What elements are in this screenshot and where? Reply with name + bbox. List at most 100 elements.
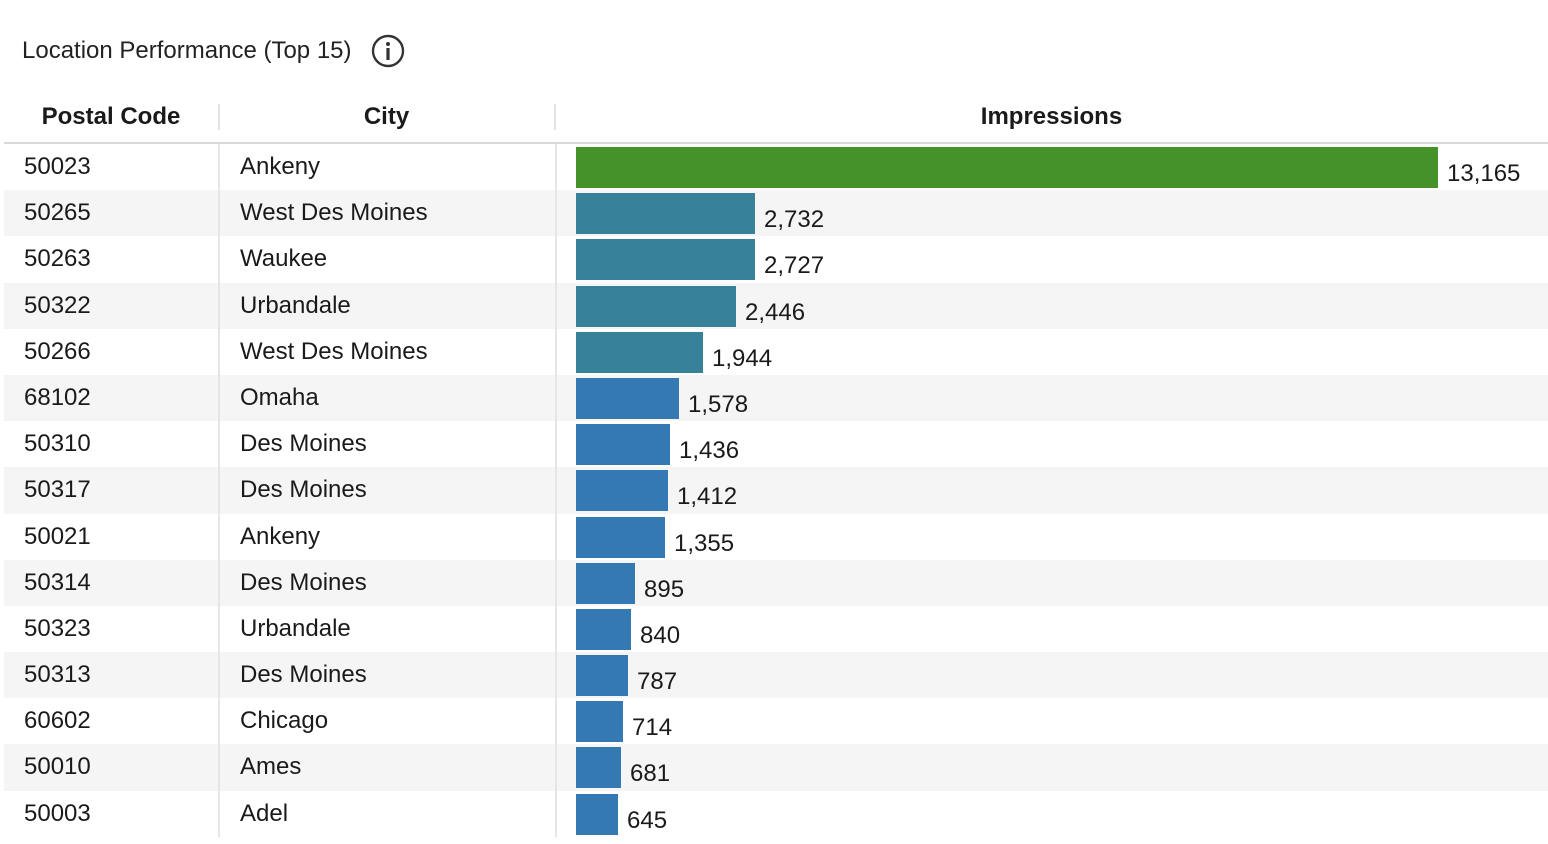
cell-divider — [555, 559, 557, 606]
table-row[interactable]: 50323 Urbandale 840 — [4, 605, 1548, 653]
cell-divider — [555, 605, 557, 653]
impressions-bar[interactable] — [576, 793, 618, 835]
impressions-value-label: 895 — [644, 575, 685, 603]
table-row[interactable]: 50263 Waukee 2,727 — [4, 236, 1548, 283]
table-row[interactable]: 50322 Urbandale 2,446 — [4, 282, 1548, 329]
impressions-value-label: 1,944 — [712, 344, 773, 372]
table-row[interactable]: 50023 Ankeny 13,165 — [4, 144, 1548, 191]
city-cell: Des Moines — [240, 476, 367, 504]
impressions-value-label: 2,446 — [745, 298, 806, 326]
impressions-bar[interactable] — [576, 424, 670, 466]
cell-divider — [218, 559, 220, 606]
cell-divider — [555, 513, 557, 560]
impressions-bar[interactable] — [576, 147, 1438, 188]
table-row[interactable]: 50314 Des Moines 895 — [4, 559, 1548, 606]
impressions-value-label: 2,732 — [764, 206, 825, 234]
table-row[interactable]: 50003 Adel 645 — [4, 790, 1548, 837]
column-header-city[interactable]: City — [363, 103, 410, 130]
table-row[interactable]: 50317 Des Moines 1,412 — [4, 467, 1548, 514]
column-header-impressions[interactable]: Impressions — [980, 103, 1123, 130]
postal-code-cell: 50265 — [24, 199, 91, 227]
cell-divider — [218, 282, 220, 329]
city-cell: Ankeny — [240, 522, 321, 550]
cell-divider — [555, 744, 557, 791]
postal-code-cell: 50310 — [24, 430, 91, 458]
cell-divider — [218, 790, 220, 837]
cell-divider — [555, 144, 557, 191]
table-row[interactable]: 50313 Des Moines 787 — [4, 652, 1548, 699]
column-divider[interactable] — [554, 104, 556, 130]
panel-title: Location Performance (Top 15) — [22, 37, 352, 64]
impressions-bar[interactable] — [576, 470, 668, 512]
impressions-value-label: 645 — [627, 806, 668, 834]
cell-divider — [218, 652, 220, 699]
impressions-bar[interactable] — [576, 331, 703, 373]
cell-divider — [218, 374, 220, 422]
cell-divider — [218, 190, 220, 237]
postal-code-cell: 50263 — [24, 245, 91, 273]
impressions-value-label: 840 — [640, 621, 681, 649]
postal-code-cell: 50021 — [24, 522, 91, 550]
postal-code-cell: 50266 — [24, 337, 91, 365]
cell-divider — [555, 190, 557, 237]
info-icon[interactable] — [370, 33, 406, 69]
cell-divider — [218, 421, 220, 468]
city-cell: Urbandale — [240, 614, 351, 642]
impressions-value-label: 1,578 — [688, 390, 749, 418]
table-row[interactable]: 60602 Chicago 714 — [4, 698, 1548, 745]
city-cell: West Des Moines — [240, 337, 428, 365]
impressions-bar[interactable] — [576, 285, 736, 327]
table-row[interactable]: 50310 Des Moines 1,436 — [4, 421, 1548, 468]
cell-divider — [218, 513, 220, 560]
cell-divider — [218, 328, 220, 375]
city-cell: Omaha — [240, 383, 319, 411]
table-row[interactable]: 50010 Ames 681 — [4, 744, 1548, 791]
impressions-value-label: 2,727 — [764, 252, 825, 280]
panel-header: Location Performance (Top 15) — [22, 30, 406, 72]
column-header-postal-code[interactable]: Postal Code — [41, 103, 181, 130]
table-body: 50023 Ankeny 13,165 50265 West Des Moines 2,7… — [4, 144, 1548, 837]
column-divider[interactable] — [218, 104, 220, 130]
impressions-value-label: 1,436 — [679, 437, 740, 465]
table-row[interactable]: 50265 West Des Moines 2,732 — [4, 190, 1548, 237]
location-table: Postal Code City Impressions 50023 Ankeny… — [4, 94, 1548, 837]
city-cell: Des Moines — [240, 661, 367, 689]
cell-divider — [555, 421, 557, 468]
cell-divider — [218, 467, 220, 514]
table-row[interactable]: 50021 Ankeny 1,355 — [4, 513, 1548, 560]
impressions-value-label: 1,355 — [674, 529, 735, 557]
postal-code-cell: 50314 — [24, 568, 91, 596]
impressions-value-label: 13,165 — [1447, 160, 1521, 187]
city-cell: Ames — [240, 753, 302, 781]
cell-divider — [555, 236, 557, 283]
cell-divider — [555, 790, 557, 837]
impressions-value-label: 714 — [632, 714, 673, 742]
impressions-bar[interactable] — [576, 239, 755, 281]
impressions-bar[interactable] — [576, 608, 631, 650]
impressions-bar[interactable] — [576, 516, 665, 558]
impressions-bar[interactable] — [576, 655, 628, 697]
impressions-value-label: 1,412 — [677, 483, 738, 511]
cell-divider — [218, 698, 220, 745]
impressions-bar[interactable] — [576, 377, 679, 419]
postal-code-cell: 50010 — [24, 753, 91, 781]
table-row[interactable]: 50266 West Des Moines 1,944 — [4, 328, 1548, 375]
cell-divider — [555, 467, 557, 514]
city-cell: Urbandale — [240, 291, 351, 319]
cell-divider — [555, 328, 557, 375]
table-row[interactable]: 68102 Omaha 1,578 — [4, 374, 1548, 422]
impressions-bar[interactable] — [576, 747, 621, 789]
cell-divider — [555, 698, 557, 745]
cell-divider — [218, 144, 220, 191]
cell-divider — [218, 605, 220, 653]
impressions-bar[interactable] — [576, 562, 635, 604]
postal-code-cell: 50023 — [24, 153, 91, 180]
postal-code-cell: 50313 — [24, 661, 91, 689]
city-cell: Des Moines — [240, 568, 367, 596]
table-header: Postal Code City Impressions — [4, 94, 1548, 144]
city-cell: West Des Moines — [240, 199, 428, 227]
postal-code-cell: 50322 — [24, 291, 91, 319]
impressions-bar[interactable] — [576, 701, 623, 743]
impressions-bar[interactable] — [576, 193, 755, 235]
